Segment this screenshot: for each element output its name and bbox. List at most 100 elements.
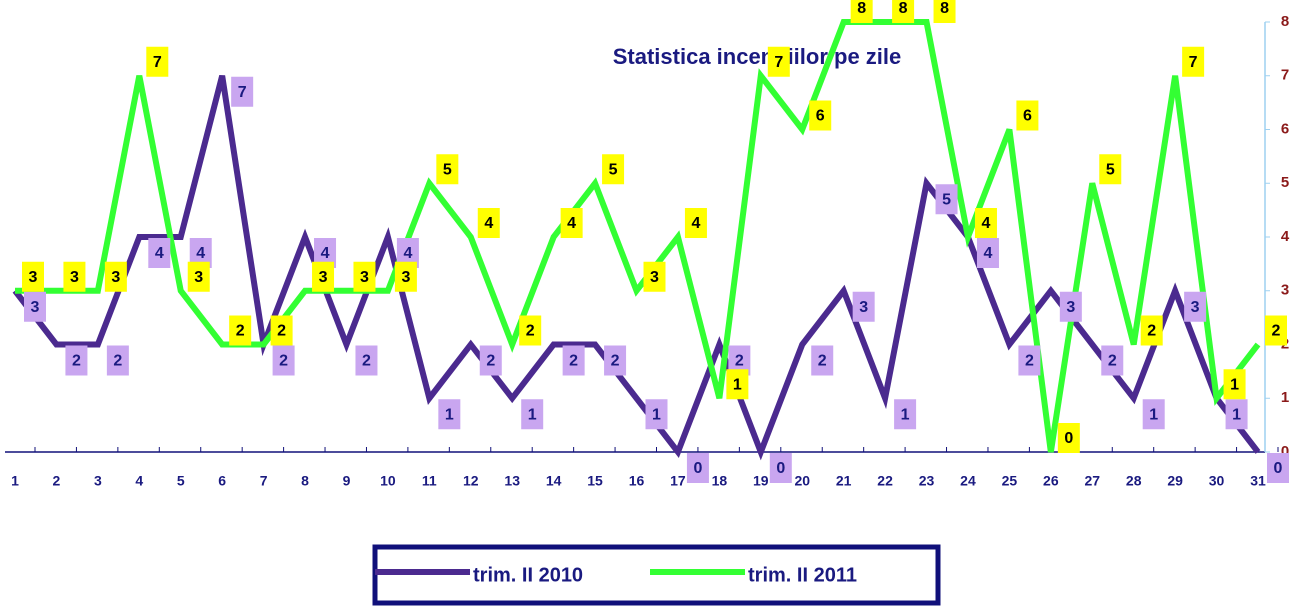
x-tick-label: 3 <box>94 473 102 489</box>
data-label: 5 <box>942 191 951 208</box>
data-label: 3 <box>70 269 79 286</box>
data-label: 1 <box>445 406 454 423</box>
x-tick-label: 30 <box>1209 473 1225 489</box>
data-label: 0 <box>776 460 785 477</box>
data-label: 4 <box>403 245 412 262</box>
data-label-bg <box>229 315 252 346</box>
data-label-bg <box>1223 369 1246 400</box>
series-line <box>12 75 1261 461</box>
data-label: 6 <box>1023 108 1032 125</box>
x-tick-label: 12 <box>463 473 479 489</box>
data-label: 2 <box>277 323 286 340</box>
data-label-bg <box>604 345 627 376</box>
data-label: 3 <box>650 269 659 286</box>
x-tick-label: 2 <box>53 473 61 489</box>
data-label: 2 <box>113 353 122 370</box>
data-label: 3 <box>31 299 40 316</box>
x-tick-label: 1 <box>11 473 19 489</box>
data-label-bg <box>1225 399 1248 430</box>
data-label-bg <box>976 238 999 268</box>
data-label-bg <box>643 261 666 292</box>
x-tick-label: 9 <box>343 473 351 489</box>
data-label-bg <box>353 261 376 292</box>
data-label: 2 <box>362 353 371 370</box>
data-label-bg <box>270 315 293 346</box>
data-label-bg <box>231 76 254 107</box>
data-label-bg <box>272 345 295 376</box>
data-label: 2 <box>1272 323 1281 340</box>
y-tick-label: 1 <box>1281 389 1289 406</box>
data-label: 2 <box>1108 353 1117 370</box>
y-tick-label: 3 <box>1281 282 1289 299</box>
data-label: 4 <box>691 215 700 232</box>
data-label: 5 <box>1106 161 1115 178</box>
data-label-bg <box>438 399 461 430</box>
x-tick-label: 14 <box>546 473 562 489</box>
data-label-bg <box>106 345 129 376</box>
data-label-bg <box>314 238 337 268</box>
data-label: 4 <box>155 245 164 262</box>
data-label: 8 <box>857 0 866 17</box>
data-label-bg <box>521 399 544 430</box>
data-label-bg <box>1057 423 1080 453</box>
data-label: 5 <box>443 161 452 178</box>
x-tick-label: 31 <box>1250 473 1266 489</box>
data-label: 2 <box>72 353 81 370</box>
data-label-bg <box>519 315 542 346</box>
chart-title: Statistica incendiilor pe zile <box>613 44 902 69</box>
data-label: 3 <box>1191 299 1200 316</box>
data-label-bg <box>1016 100 1039 131</box>
data-label-bg <box>1142 399 1165 430</box>
data-label: 4 <box>321 245 330 262</box>
data-label: 3 <box>401 269 410 286</box>
data-label: 2 <box>611 353 620 370</box>
data-label: 4 <box>567 215 576 232</box>
data-label: 0 <box>1064 430 1073 447</box>
data-label-bg <box>560 208 583 238</box>
data-label-bg <box>24 291 46 322</box>
data-label: 3 <box>360 269 369 286</box>
data-label-bg <box>935 184 958 215</box>
x-tick-label: 17 <box>670 473 686 489</box>
data-label: 2 <box>735 353 744 370</box>
data-label: 7 <box>238 84 247 101</box>
data-label: 1 <box>733 376 742 393</box>
x-tick-label: 16 <box>629 473 645 489</box>
data-label-bg <box>104 261 127 292</box>
data-label-bg <box>65 345 88 376</box>
data-label: 3 <box>1066 299 1075 316</box>
data-label-bg <box>850 0 873 23</box>
data-label-bg <box>1182 46 1205 77</box>
data-label-bg <box>769 453 792 483</box>
data-label-bg <box>767 46 790 77</box>
x-tick-label: 23 <box>919 473 935 489</box>
data-label-bg <box>562 345 585 376</box>
data-label-bg <box>684 208 707 238</box>
data-label: 2 <box>236 323 245 340</box>
data-label-bg <box>148 238 171 268</box>
data-label: 8 <box>940 0 949 17</box>
data-label-bg <box>1018 345 1041 376</box>
data-label: 0 <box>693 460 702 477</box>
data-label: 2 <box>1025 353 1034 370</box>
data-label-bg <box>892 0 915 23</box>
y-tick-label: 5 <box>1281 174 1289 191</box>
legend-label: trim. II 2010 <box>473 564 583 586</box>
data-label-bg <box>187 261 210 292</box>
data-label-bg <box>728 345 751 376</box>
x-tick-label: 6 <box>218 473 226 489</box>
data-label: 4 <box>196 245 205 262</box>
x-tick-label: 27 <box>1084 473 1100 489</box>
data-label: 1 <box>528 406 537 423</box>
x-tick-label: 19 <box>753 473 769 489</box>
x-tick-label: 20 <box>794 473 810 489</box>
data-label: 5 <box>609 161 618 178</box>
data-label-bg <box>477 208 500 238</box>
data-label: 3 <box>859 299 868 316</box>
data-label-bg <box>1101 345 1124 376</box>
data-label-bg <box>602 154 625 185</box>
x-tick-label: 13 <box>504 473 520 489</box>
data-label: 1 <box>901 406 910 423</box>
x-tick-label: 15 <box>587 473 603 489</box>
x-tick-label: 8 <box>301 473 309 489</box>
